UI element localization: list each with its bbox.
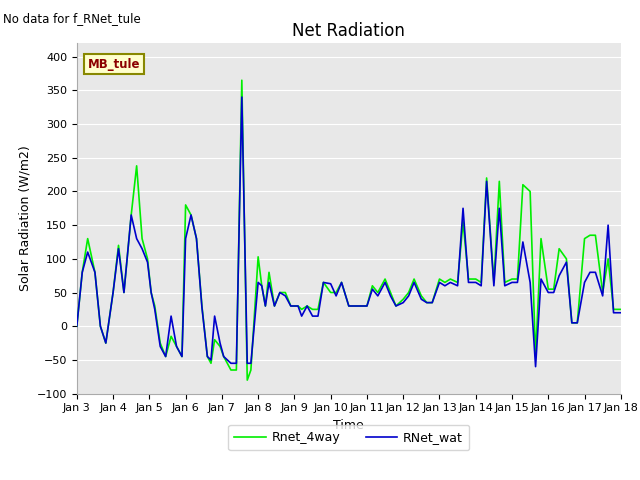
Rnet_4way [227, 367, 235, 373]
Rnet_4way [501, 279, 509, 285]
Rnet_4way [617, 307, 625, 312]
RNet_wat [73, 324, 81, 329]
Text: No data for f_RNet_tule: No data for f_RNet_tule [3, 12, 141, 25]
Rnet_4way [238, 77, 246, 83]
Title: Net Radiation: Net Radiation [292, 22, 405, 40]
X-axis label: Time: Time [333, 419, 364, 432]
RNet_wat [617, 310, 625, 316]
Rnet_4way [198, 303, 206, 309]
Legend: Rnet_4way, RNet_wat: Rnet_4way, RNet_wat [228, 425, 469, 450]
Text: MB_tule: MB_tule [88, 58, 140, 71]
Rnet_4way [351, 303, 358, 309]
RNet_wat [227, 360, 235, 366]
RNet_wat [211, 313, 218, 319]
Line: RNet_wat: RNet_wat [77, 97, 621, 367]
RNet_wat [327, 281, 335, 287]
Rnet_4way [243, 377, 251, 383]
Rnet_4way [73, 324, 81, 329]
Rnet_4way [332, 289, 340, 295]
RNet_wat [345, 303, 353, 309]
RNet_wat [532, 364, 540, 370]
Rnet_4way [211, 337, 218, 343]
Y-axis label: Solar Radiation (W/m2): Solar Radiation (W/m2) [18, 145, 31, 291]
RNet_wat [198, 304, 206, 310]
RNet_wat [238, 94, 246, 100]
RNet_wat [495, 205, 503, 211]
Line: Rnet_4way: Rnet_4way [77, 80, 621, 380]
